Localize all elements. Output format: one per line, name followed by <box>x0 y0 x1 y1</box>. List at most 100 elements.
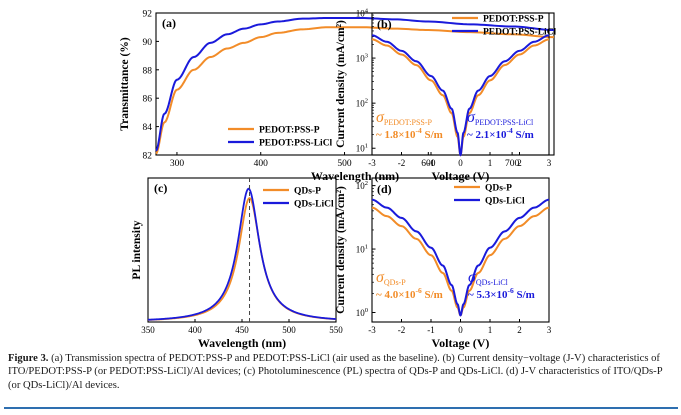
panel-b-xtick-label-4: 1 <box>488 158 493 168</box>
panel-c-xtick-label-0: 350 <box>141 325 155 335</box>
panel-b-ytick-label-2: 103 <box>356 53 368 64</box>
ytick-exp: 1 <box>365 244 368 251</box>
figure-3-charts: 300 400 500 600 700828486889092(a)Wavelength… <box>119 8 557 351</box>
ylabel-text: Current density (mA/cm²) <box>335 20 347 148</box>
ytick-base: 10 <box>356 308 366 318</box>
panel-b-xtick-label-0: -3 <box>368 158 376 168</box>
panel-d-sigma-value-1: ~ 5.3×10-6 S/m <box>468 286 535 301</box>
panel-b-ytick-label-1: 102 <box>356 98 368 109</box>
sigma-symbol: σ <box>468 269 477 286</box>
sigma-exponent: -4 <box>416 126 422 135</box>
ytick-base: 10 <box>356 54 366 64</box>
legend-label-c-1: QDs-LiCl <box>294 200 334 210</box>
panel-a-ytick-label-1: 84 <box>143 123 153 133</box>
panel-c-xlabel: Wavelength (nm) <box>198 336 286 350</box>
panel-b-xtick-label-3: 0 <box>458 158 463 168</box>
ytick-exp: 4 <box>365 8 369 15</box>
sigma-exponent: -6 <box>508 286 514 295</box>
panel-a-ytick-label-5: 92 <box>143 10 153 20</box>
panel-c-xtick-label-3: 500 <box>282 325 296 335</box>
panel-a-ytick-label-4: 90 <box>143 38 153 48</box>
sigma-unit: S/m <box>514 289 535 301</box>
panel-a-ytick-label-0: 82 <box>143 152 153 162</box>
panel-d-series-1 <box>371 198 550 317</box>
panel-b-xtick-label-1: -2 <box>398 158 406 168</box>
panel-b-xtick-label-6: 3 <box>547 158 552 168</box>
panel-a-letter: (a) <box>162 16 176 30</box>
ytick-base: 10 <box>356 99 366 109</box>
legend-label-b-1: PEDOT:PSS-LiCl <box>483 28 557 38</box>
panel-d-xtick-label-4: 1 <box>488 325 493 335</box>
sigma-value: ~ 2.1×10 <box>467 129 507 141</box>
panel-b-xlabel: Voltage (V) <box>432 169 490 183</box>
sigma-exponent: -6 <box>416 286 422 295</box>
panel-a-xlabel: Wavelength (nm) <box>311 169 399 183</box>
panel-d-ytick-label-1: 101 <box>356 244 368 255</box>
sigma-unit: S/m <box>513 129 534 141</box>
panel-d-xtick-label-6: 3 <box>547 325 552 335</box>
panel-d-xlabel: Voltage (V) <box>432 336 490 350</box>
legend-label-c-0: QDs-P <box>294 187 321 197</box>
panel-d-xtick-label-2: -1 <box>427 325 435 335</box>
panel-c-xtick-label-4: 550 <box>329 325 343 335</box>
panel-d-xtick-label-5: 2 <box>517 325 522 335</box>
panel-c-series-1 <box>147 187 337 321</box>
figure-caption: Figure 3. (a) Transmission spectra of PE… <box>8 352 672 392</box>
sigma-unit: S/m <box>422 129 443 141</box>
ytick-base: 10 <box>356 181 366 191</box>
panel-b-xtick-label-2: -1 <box>427 158 435 168</box>
ytick-base: 10 <box>356 9 366 19</box>
ytick-base: 10 <box>356 144 366 154</box>
panel-d-sigma-label-0: σQDs-P <box>376 269 406 287</box>
panel-d-letter: (d) <box>377 182 392 196</box>
ytick-exp: 2 <box>365 98 368 105</box>
ytick-exp: 3 <box>365 53 368 60</box>
sigma-value: ~ 1.8×10 <box>376 129 416 141</box>
panel-b-xtick-label-5: 2 <box>517 158 522 168</box>
sigma-exponent: -4 <box>507 126 513 135</box>
panel-a-xtick-label-3: 600 <box>421 159 436 169</box>
panel-a-ytick-label-2: 86 <box>143 95 153 105</box>
panel-b-sigma-label-0: σPEDOT:PSS-P <box>376 109 433 127</box>
sigma-subscript: PEDOT:PSS-P <box>384 118 433 127</box>
sigma-unit: S/m <box>422 289 443 301</box>
panel-c-xtick-label-2: 450 <box>235 325 249 335</box>
legend-label-a-1: PEDOT:PSS-LiCl <box>259 139 333 149</box>
panel-b-series-1 <box>371 34 550 157</box>
panel-b-ylabel: Current density (mA/cm²) <box>335 20 347 148</box>
panel-d-sigma-value-0: ~ 4.0×10-6 S/m <box>376 286 443 301</box>
caption-label: Figure 3. <box>8 353 49 364</box>
panel-a-ytick-label-3: 88 <box>143 66 153 76</box>
sigma-subscript: QDs-P <box>384 278 406 287</box>
panel-d-xtick-label-0: -3 <box>368 325 376 335</box>
panel-d-xtick-label-1: -2 <box>398 325 406 335</box>
panel-b-letter: (b) <box>377 17 392 31</box>
panel-b-ytick-label-3: 104 <box>356 8 369 19</box>
ytick-exp: 1 <box>365 143 368 150</box>
sigma-subscript: PEDOT:PSS-LiCl <box>475 118 534 127</box>
panel-d-ylabel: Current density (mA/cm²) <box>335 186 347 314</box>
panel-d-ytick-label-2: 102 <box>356 180 368 191</box>
panel-b-sigma-value-1: ~ 2.1×10-4 S/m <box>467 126 534 141</box>
panel-a-xtick-label-1: 400 <box>254 159 269 169</box>
panel-d-ytick-label-0: 100 <box>356 307 368 318</box>
ytick-base: 10 <box>356 245 366 255</box>
panel-d-sigma-label-1: σQDs-LiCl <box>468 269 509 287</box>
panel-a-frame <box>155 12 555 156</box>
sigma-subscript: QDs-LiCl <box>476 278 509 287</box>
legend-label-b-0: PEDOT:PSS-P <box>483 15 544 25</box>
caption-text: (a) Transmission spectra of PEDOT:PSS-P … <box>8 353 663 391</box>
sigma-value: ~ 4.0×10 <box>376 289 416 301</box>
panel-b-ytick-label-0: 101 <box>356 143 368 154</box>
sigma-symbol: σ <box>376 269 385 286</box>
panel-a-ylabel: Transmittance (%) <box>119 37 131 131</box>
panel-a-series-pedot-pss-licl <box>155 16 555 152</box>
ytick-exp: 0 <box>365 307 368 314</box>
ytick-exp: 2 <box>365 180 368 187</box>
panel-a-xtick-label-0: 300 <box>170 159 185 169</box>
panel-a-xtick-label-4: 700 <box>505 159 520 169</box>
legend-label-d-0: QDs-P <box>485 184 512 194</box>
caption-divider <box>4 407 678 409</box>
panel-c-letter: (c) <box>154 181 167 195</box>
panel-c-ylabel: PL intensity <box>131 220 143 279</box>
